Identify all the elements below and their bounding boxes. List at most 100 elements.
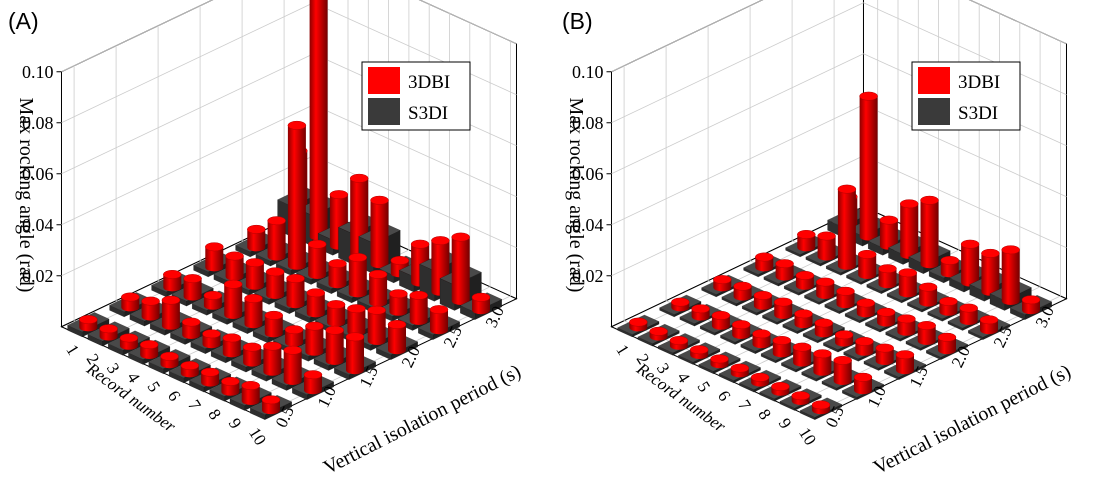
bar-cap — [878, 264, 897, 274]
bar-cap — [917, 321, 936, 330]
bar-body — [346, 336, 364, 375]
bar-cap — [981, 248, 1000, 258]
bar-3dbi — [876, 307, 896, 327]
bar-3dbi — [833, 355, 852, 385]
bar-cap — [811, 400, 831, 410]
bar-3dbi — [878, 264, 897, 289]
bar-cap — [99, 324, 118, 334]
bar-cap — [225, 251, 244, 261]
bar-body — [772, 340, 791, 358]
bar-3dbi — [920, 195, 939, 269]
bar-body — [409, 295, 428, 325]
bar-cap — [389, 289, 408, 299]
bar-cap — [329, 190, 349, 200]
bar-body — [305, 326, 324, 356]
bar-body — [472, 297, 490, 315]
record-tick-label: 10 — [245, 424, 270, 448]
bar-3dbi — [730, 363, 750, 378]
bar-cap — [409, 290, 428, 300]
bar-cap — [307, 239, 327, 249]
bar-cap — [387, 320, 407, 329]
bar-cap — [223, 279, 243, 289]
bar-body — [369, 274, 388, 307]
bar-cap — [264, 310, 284, 320]
record-tick-label: 7 — [734, 396, 755, 414]
gridline — [313, 155, 517, 249]
bar-cap — [180, 361, 200, 370]
bar-3dbi — [161, 295, 181, 330]
bar-cap — [370, 195, 389, 205]
bar-cap — [836, 286, 855, 296]
bar-3dbi — [309, 0, 328, 241]
bar-3dbi — [937, 332, 957, 355]
bar-3dbi — [221, 376, 240, 396]
bar-cap — [221, 376, 240, 386]
bar-3dbi — [689, 345, 709, 359]
bar-cap — [451, 232, 470, 242]
bar-body — [981, 253, 1000, 296]
gridline — [611, 0, 764, 73]
bar-3dbi — [815, 277, 835, 299]
gridline — [863, 155, 1067, 249]
bar-cap — [899, 199, 919, 209]
bar-cap — [306, 288, 326, 298]
record-tick-label: 10 — [795, 424, 820, 448]
bar-cap — [959, 303, 978, 313]
bar-body — [917, 325, 936, 345]
bar-cap — [711, 310, 731, 320]
bar-3dbi — [895, 350, 915, 375]
bar-body — [858, 254, 877, 279]
bar-3dbi — [222, 333, 242, 358]
gridline — [611, 155, 864, 277]
gridline — [418, 0, 517, 45]
gridline — [61, 155, 314, 277]
bar-cap — [139, 340, 159, 350]
bar-3dbi — [775, 259, 794, 281]
bar-cap — [669, 336, 689, 345]
bar-3dbi — [247, 224, 266, 252]
bar-3dbi — [203, 290, 223, 310]
record-tick-label: 8 — [754, 406, 775, 423]
bar-cap — [750, 372, 770, 382]
bar-3dbi — [811, 400, 831, 415]
bar-3dbi — [306, 288, 326, 318]
legend: 3DBI S3DI — [361, 61, 471, 131]
bar-3dbi — [283, 345, 302, 385]
bar-3dbi — [163, 270, 182, 292]
bar-cap — [205, 242, 224, 252]
bar-cap — [689, 345, 709, 355]
bar-cap — [121, 292, 140, 302]
bar-cap — [202, 329, 221, 339]
chart-panel-b: (B) 0.02 0.04 0.06 0.08 0.10 1 2 3 4 5 6 7 8 9 10 0.5 1.… — [550, 0, 1100, 486]
bar-cap — [261, 395, 281, 405]
chart-svg-b: 0.020.040.060.080.10123456789100.51.01.5… — [565, 0, 1075, 479]
bar-body — [370, 200, 389, 269]
bar-body — [859, 96, 878, 241]
bar-3dbi — [669, 336, 689, 350]
bar-3dbi — [773, 297, 793, 319]
bar-3dbi — [242, 342, 262, 367]
bar-body — [797, 234, 816, 252]
bar-body — [308, 244, 327, 279]
bar-body — [959, 308, 978, 325]
bar-cap — [345, 332, 365, 342]
y-tick-label: 0.06 — [572, 164, 604, 184]
bar-3dbi — [629, 317, 648, 332]
bar-cap — [79, 315, 98, 324]
bar-cap — [937, 332, 957, 342]
bar-cap — [897, 314, 916, 324]
bar-cap — [755, 252, 774, 262]
bar-cap — [940, 256, 960, 265]
bar-cap — [730, 363, 750, 373]
bar-cap — [368, 269, 388, 279]
bar-3dbi — [898, 268, 918, 298]
bar-body — [837, 189, 856, 270]
bar-cap — [160, 351, 179, 361]
bar-3dbi — [141, 296, 160, 321]
gridline — [611, 53, 864, 175]
bar-3dbi — [328, 259, 347, 289]
bar-body — [309, 0, 328, 241]
legend-swatch-3dbi — [368, 67, 400, 94]
bar-3dbi — [837, 184, 857, 270]
record-tick-label: 5 — [694, 378, 715, 395]
